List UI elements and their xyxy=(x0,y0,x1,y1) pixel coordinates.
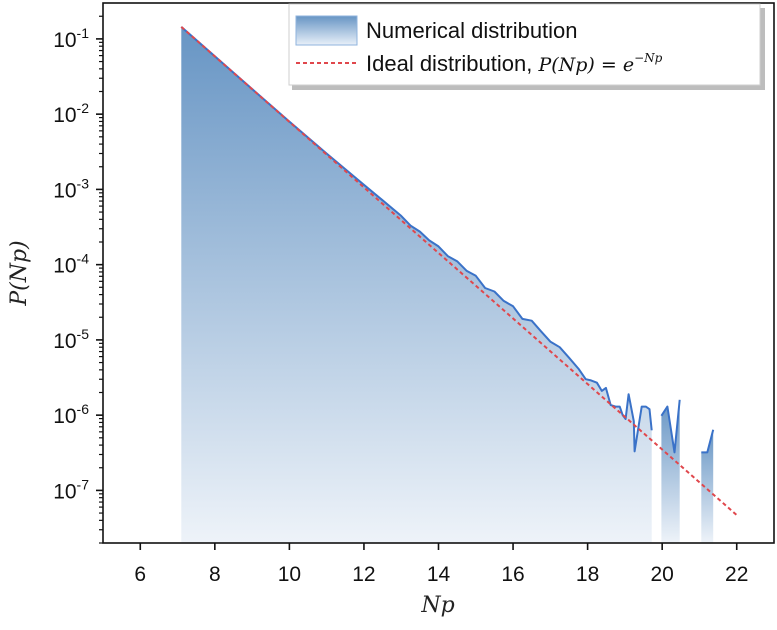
y-tick-exponent: -6 xyxy=(77,401,90,417)
y-tick-base: 10 xyxy=(53,405,76,428)
y-tick-base: 10 xyxy=(53,255,76,278)
legend-swatch-numerical xyxy=(295,15,358,46)
numerical-area-segment-0 xyxy=(181,26,652,543)
legend-label-numerical: Numerical distribution xyxy=(366,18,578,43)
y-tick-label: 10-3 xyxy=(53,175,89,202)
y-tick-exponent: -7 xyxy=(77,476,90,492)
y-tick-label: 10-4 xyxy=(53,251,89,278)
legend: Numerical distribution Ideal distributio… xyxy=(288,3,765,90)
legend-label-ideal-math: P(Np) = e xyxy=(537,54,634,76)
y-tick-base: 10 xyxy=(53,29,76,52)
y-tick-exponent: -3 xyxy=(77,175,90,191)
y-tick-label: 10-6 xyxy=(53,401,89,428)
legend-label-ideal-sup: −Np xyxy=(634,51,663,65)
x-tick-label: 6 xyxy=(134,563,146,586)
x-tick-label: 18 xyxy=(576,563,599,586)
axes: 6 8 10 12 14 16 18 20 2210-110-210-310-410-510-6… xyxy=(53,15,748,586)
x-tick-label: 14 xyxy=(427,563,451,586)
y-axis-title: P(Np) xyxy=(7,240,32,306)
y-tick-base: 10 xyxy=(53,179,76,202)
y-tick-exponent: -2 xyxy=(77,100,90,116)
legend-box xyxy=(288,3,761,86)
ideal-line xyxy=(180,26,738,516)
numerical-area-segment-1 xyxy=(661,399,680,543)
x-tick-label: 16 xyxy=(501,563,524,586)
y-tick-label: 10-2 xyxy=(53,100,89,127)
numerical-line-segment-2 xyxy=(701,429,715,454)
y-tick-base: 10 xyxy=(53,330,76,353)
y-tick-base: 10 xyxy=(53,480,76,503)
numerical-area-segment-2 xyxy=(701,429,714,543)
y-tick-base: 10 xyxy=(53,104,76,127)
legend-label-ideal-text: Ideal distribution, xyxy=(366,51,538,76)
x-tick-label: 12 xyxy=(352,563,375,586)
x-axis-title: Np xyxy=(420,593,454,618)
y-tick-exponent: -5 xyxy=(77,326,90,342)
y-tick-label: 10-7 xyxy=(53,476,89,503)
numerical-line-segment-1 xyxy=(660,399,681,454)
x-tick-label: 20 xyxy=(650,563,673,586)
x-tick-label: 8 xyxy=(209,563,221,586)
legend-label-ideal: Ideal distribution, P(Np) = e−Np xyxy=(366,51,663,76)
numerical-line-segment-0 xyxy=(180,26,653,453)
y-tick-label: 10-1 xyxy=(53,25,89,52)
x-tick-label: 10 xyxy=(278,563,301,586)
y-tick-label: 10-5 xyxy=(53,326,89,353)
y-tick-exponent: -1 xyxy=(77,25,90,41)
x-tick-label: 22 xyxy=(725,563,748,586)
plot-area xyxy=(180,26,738,543)
y-tick-exponent: -4 xyxy=(77,251,90,267)
